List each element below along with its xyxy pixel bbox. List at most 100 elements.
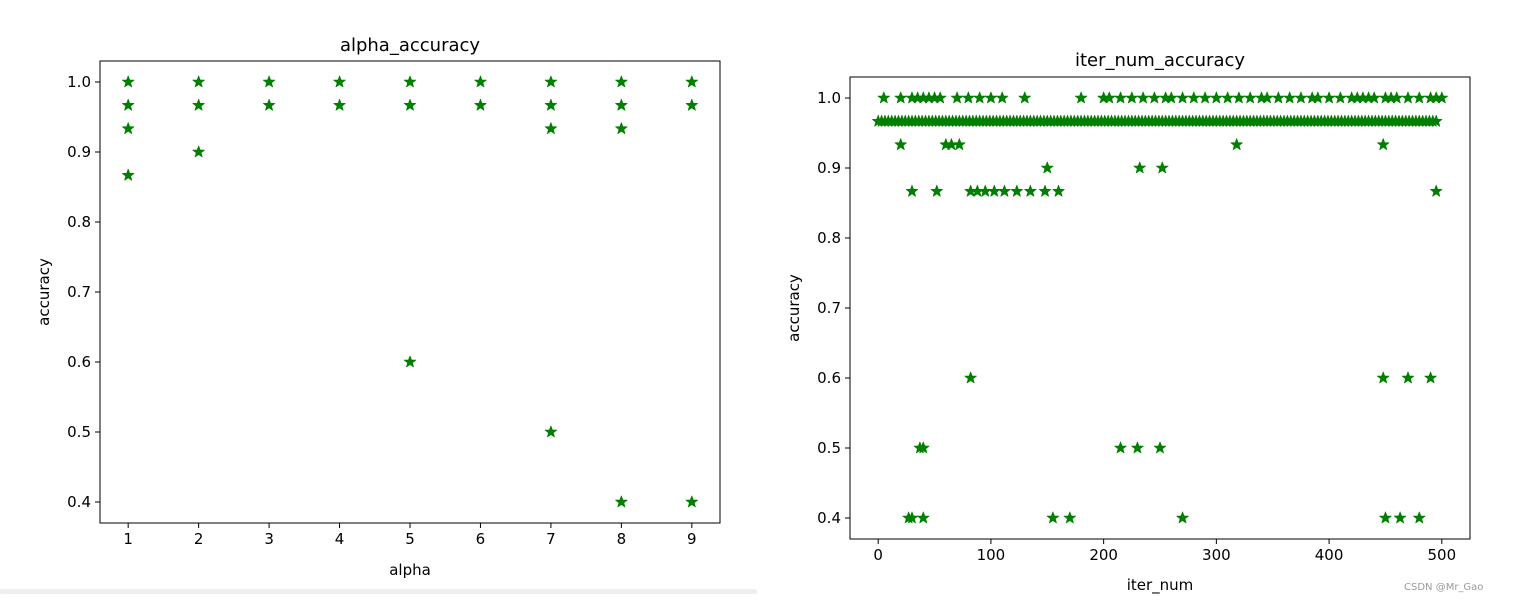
data-point bbox=[962, 91, 975, 104]
data-point bbox=[1114, 91, 1127, 104]
data-point bbox=[1103, 91, 1116, 104]
data-point bbox=[192, 98, 205, 111]
y-axis-label: accuracy bbox=[35, 258, 53, 326]
chart-title: iter_num_accuracy bbox=[1075, 50, 1245, 71]
data-point bbox=[1377, 371, 1390, 384]
x-tick-label: 5 bbox=[405, 530, 415, 548]
x-tick-label: 2 bbox=[194, 530, 204, 548]
data-point bbox=[1413, 91, 1426, 104]
x-tick-label: 1 bbox=[123, 530, 133, 548]
data-point bbox=[474, 98, 487, 111]
data-point bbox=[894, 91, 907, 104]
x-tick-label: 100 bbox=[977, 546, 1006, 564]
data-point bbox=[1334, 91, 1347, 104]
y-tick-label: 0.4 bbox=[67, 493, 91, 511]
data-point bbox=[1156, 161, 1169, 174]
data-point bbox=[685, 75, 699, 88]
tick-layer: 0 100 200 300 400 500 0.4 0.5 0.6 0.7 0.8 0.9 1.0 bbox=[817, 89, 1456, 564]
data-point bbox=[615, 75, 628, 88]
data-point bbox=[1435, 91, 1449, 104]
tick-layer: 1 2 3 4 5 6 7 8 9 0.4 0.5 0.6 0.7 0.8 0.9 1.0 bbox=[67, 73, 696, 548]
data-point bbox=[1074, 91, 1088, 104]
data-point bbox=[403, 75, 417, 88]
y-axis-label: accuracy bbox=[785, 274, 803, 342]
iter-num-accuracy-chart: iter_num_accuracy iter_num accuracy 0 100… bbox=[785, 50, 1471, 595]
data-point bbox=[685, 495, 699, 508]
x-tick-label: 200 bbox=[1089, 546, 1118, 564]
data-point bbox=[1221, 91, 1234, 104]
data-point bbox=[1024, 184, 1037, 197]
y-tick-label: 1.0 bbox=[817, 89, 841, 107]
y-tick-label: 0.9 bbox=[817, 159, 841, 177]
x-tick-label: 500 bbox=[1427, 546, 1456, 564]
x-axis-label: alpha bbox=[389, 561, 431, 579]
y-tick-label: 0.7 bbox=[817, 299, 841, 317]
x-tick-label: 9 bbox=[687, 530, 697, 548]
data-point bbox=[1046, 511, 1060, 524]
x-tick-label: 3 bbox=[264, 530, 274, 548]
chart-title: alpha_accuracy bbox=[340, 35, 480, 56]
data-point bbox=[403, 355, 417, 368]
data-point bbox=[615, 495, 628, 508]
y-tick-label: 0.4 bbox=[817, 509, 841, 527]
x-tick-label: 300 bbox=[1202, 546, 1231, 564]
data-point bbox=[1413, 511, 1426, 524]
data-point bbox=[1187, 91, 1201, 104]
data-point bbox=[1424, 371, 1437, 384]
data-point bbox=[1153, 441, 1167, 454]
data-point bbox=[877, 91, 891, 104]
data-point bbox=[403, 98, 417, 111]
data-point bbox=[979, 184, 992, 197]
x-axis-label: iter_num bbox=[1127, 576, 1194, 595]
data-point bbox=[1114, 441, 1127, 454]
data-point bbox=[1243, 91, 1257, 104]
data-point bbox=[1377, 138, 1390, 151]
data-point bbox=[615, 98, 628, 111]
data-point bbox=[615, 122, 628, 135]
y-tick-label: 0.8 bbox=[817, 229, 841, 247]
data-point bbox=[121, 98, 135, 111]
data-point bbox=[192, 145, 205, 158]
y-tick-label: 1.0 bbox=[67, 73, 91, 91]
data-point bbox=[1136, 91, 1150, 104]
data-point bbox=[333, 75, 346, 88]
data-point bbox=[121, 122, 135, 135]
x-tick-label: 7 bbox=[546, 530, 556, 548]
data-point bbox=[1131, 441, 1144, 454]
data-point bbox=[984, 91, 998, 104]
y-tick-label: 0.6 bbox=[817, 369, 841, 387]
data-point bbox=[544, 122, 558, 135]
data-point bbox=[685, 98, 699, 111]
data-point bbox=[988, 184, 1001, 197]
data-point bbox=[544, 75, 558, 88]
data-point bbox=[1393, 511, 1407, 524]
data-point bbox=[933, 91, 947, 104]
data-point bbox=[333, 98, 346, 111]
data-point bbox=[121, 75, 135, 88]
data-point bbox=[262, 75, 276, 88]
marker-layer bbox=[121, 75, 699, 508]
horizontal-scrollbar[interactable] bbox=[0, 589, 757, 594]
y-tick-label: 0.8 bbox=[67, 213, 91, 231]
data-point bbox=[1401, 91, 1415, 104]
data-point bbox=[1165, 91, 1178, 104]
data-point bbox=[1230, 138, 1243, 151]
marker-layer bbox=[871, 91, 1449, 524]
data-point bbox=[995, 91, 1009, 104]
alpha-accuracy-chart: alpha_accuracy alpha accuracy 1 2 3 4 5 6 7 8 9 0… bbox=[35, 35, 721, 579]
data-point bbox=[262, 98, 276, 111]
data-point bbox=[1052, 184, 1065, 197]
y-tick-label: 0.6 bbox=[67, 353, 91, 371]
data-point bbox=[1232, 91, 1246, 104]
data-point bbox=[930, 184, 943, 197]
data-point bbox=[1283, 91, 1296, 104]
y-tick-label: 0.5 bbox=[67, 423, 91, 441]
data-point bbox=[1390, 91, 1403, 104]
data-point bbox=[1429, 184, 1443, 197]
data-point bbox=[1038, 184, 1052, 197]
data-point bbox=[905, 511, 919, 524]
data-point bbox=[894, 138, 907, 151]
data-point bbox=[474, 75, 487, 88]
data-point bbox=[1176, 511, 1189, 524]
